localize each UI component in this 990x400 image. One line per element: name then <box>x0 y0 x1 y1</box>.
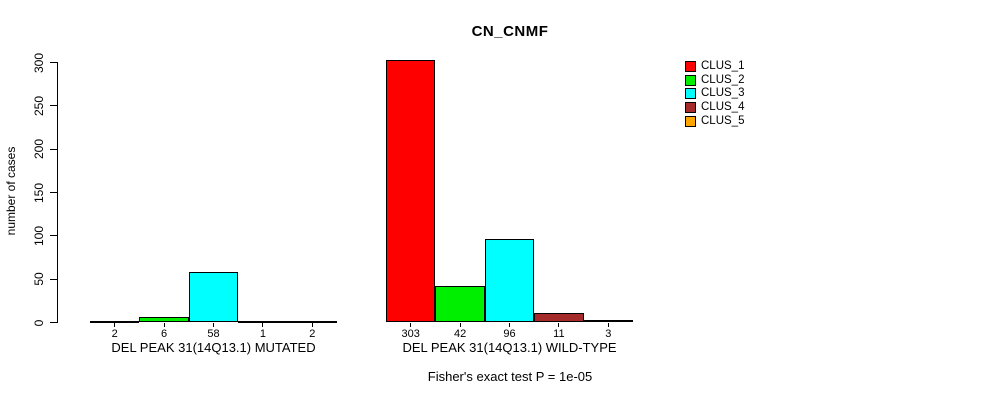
bar-value-label: 42 <box>453 328 467 340</box>
y-tick-label-text: 200 <box>32 139 46 160</box>
legend-swatch-icon <box>685 102 696 114</box>
y-tick <box>50 278 57 280</box>
y-tick <box>50 62 57 63</box>
legend-label: CLUS_3 <box>701 87 745 100</box>
group-label-2: DEL PEAK 31(14Q13.1) WILD-TYPE <box>402 340 617 355</box>
legend-swatch-icon <box>685 88 696 100</box>
legend-swatch-icon <box>685 115 696 127</box>
chart-title: CN_CNMF <box>471 23 549 40</box>
y-tick <box>50 192 57 193</box>
y-tick-label-text: 100 <box>32 225 46 246</box>
y-tick-label-text: 0 <box>32 319 46 326</box>
bar-axis-tick <box>558 323 560 327</box>
bar-clus_4-group1 <box>238 320 288 323</box>
bar-value-label: 11 <box>553 328 565 340</box>
bar-value-label: 1 <box>259 328 266 340</box>
y-axis-line <box>57 62 58 323</box>
bar-value-label: 96 <box>503 328 516 340</box>
bar-axis-tick <box>262 323 264 327</box>
bar-value-label: 6 <box>161 328 168 340</box>
legend-label: CLUS_1 <box>701 60 745 72</box>
bar-axis-tick <box>410 323 412 327</box>
bar-clus_5-group2 <box>583 319 633 323</box>
bar-clus_1-group1 <box>90 320 140 323</box>
bar-clus_4-group2 <box>534 312 584 323</box>
bar-axis-tick <box>114 323 116 327</box>
legend-label: CLUS_4 <box>701 101 745 114</box>
bar-axis-tick <box>213 323 214 327</box>
legend-item-clus_5: CLUS_5 <box>685 114 745 127</box>
legend-label: CLUS_5 <box>701 114 745 127</box>
bar-axis-tick <box>607 323 609 327</box>
legend-item-clus_1: CLUS_1 <box>685 60 745 72</box>
legend-label: CLUS_2 <box>701 73 745 86</box>
legend-swatch-icon <box>685 74 696 86</box>
bar-clus_3-group2 <box>484 239 535 323</box>
y-tick <box>50 105 57 107</box>
bar-clus_3-group1 <box>188 272 239 323</box>
y-tick-label-text: 300 <box>32 52 46 73</box>
bar-clus_1-group2 <box>386 59 436 323</box>
bar-value-label: 3 <box>605 328 612 340</box>
y-tick-label-text: 150 <box>32 182 46 203</box>
bar-value-label: 58 <box>207 328 220 340</box>
group-label-1: DEL PEAK 31(14Q13.1) MUTATED <box>111 340 316 355</box>
bar-value-label: 2 <box>111 328 118 340</box>
bar-clus_5-group1 <box>287 320 337 323</box>
bar-value-label: 2 <box>309 328 316 340</box>
bar-clus_2-group1 <box>139 317 189 323</box>
bar-value-label: 303 <box>401 328 420 340</box>
bar-axis-tick <box>163 323 165 327</box>
bar-clus_2-group2 <box>435 286 485 323</box>
legend: CLUS_1 CLUS_2 CLUS_3 CLUS_4 CLUS_5 <box>685 60 745 129</box>
bar-axis-tick <box>459 323 461 327</box>
y-tick-label-text: 50 <box>32 272 46 286</box>
bar-axis-tick <box>509 323 510 327</box>
y-tick <box>50 235 57 237</box>
legend-swatch-icon <box>685 61 696 72</box>
y-tick <box>50 148 57 150</box>
y-tick-label-text: 250 <box>32 95 46 116</box>
footnote: Fisher's exact test P = 1e-05 <box>427 369 593 384</box>
bar-axis-tick <box>311 323 313 327</box>
legend-item-clus_2: CLUS_2 <box>685 73 745 86</box>
legend-item-clus_4: CLUS_4 <box>685 101 745 114</box>
y-tick <box>50 322 57 323</box>
legend-item-clus_3: CLUS_3 <box>685 87 745 100</box>
y-axis-label-text: number of cases <box>4 146 18 236</box>
